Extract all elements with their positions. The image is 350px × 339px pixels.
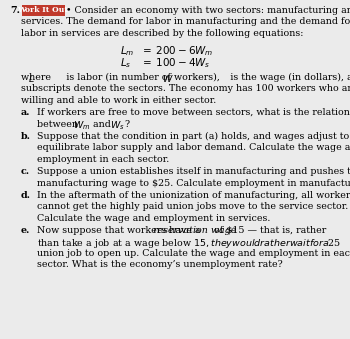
Text: labor in services are described by the following equations:: labor in services are described by the f…: [21, 29, 303, 38]
Text: between: between: [37, 120, 81, 129]
Text: 7.: 7.: [10, 6, 20, 15]
Text: union job to open up. Calculate the wage and employment in each: union job to open up. Calculate the wage…: [37, 248, 350, 258]
Text: If workers are free to move between sectors, what is the relationship: If workers are free to move between sect…: [37, 108, 350, 117]
FancyBboxPatch shape: [21, 4, 64, 16]
Text: a.: a.: [21, 108, 30, 117]
Text: b.: b.: [21, 132, 31, 141]
Text: d.: d.: [21, 191, 31, 200]
Text: subscripts denote the sectors. The economy has 100 workers who are: subscripts denote the sectors. The econo…: [21, 84, 350, 93]
Text: ?: ?: [124, 120, 129, 129]
Text: employment in each sector.: employment in each sector.: [37, 155, 169, 164]
Text: e.: e.: [21, 226, 30, 235]
Text: than take a job at a wage below $15, they would rather wait for a $25: than take a job at a wage below $15, the…: [37, 237, 341, 250]
Text: In the aftermath of the unionization of manufacturing, all workers who: In the aftermath of the unionization of …: [37, 191, 350, 200]
Text: sector. What is the economy’s unemployment rate?: sector. What is the economy’s unemployme…: [37, 260, 283, 269]
Text: willing and able to work in either sector.: willing and able to work in either secto…: [21, 96, 216, 105]
Text: $= \;200 - 6W_m$: $= \;200 - 6W_m$: [140, 44, 214, 58]
Text: Suppose that the condition in part (a) holds, and wages adjust to: Suppose that the condition in part (a) h…: [37, 132, 349, 141]
Text: $W_m$: $W_m$: [73, 120, 90, 132]
Text: where       is labor (in number of workers),     is the wage (in dollars), and t: where is labor (in number of workers), i…: [21, 73, 350, 82]
Text: $L$: $L$: [28, 73, 35, 84]
Text: Suppose a union establishes itself in manufacturing and pushes the: Suppose a union establishes itself in ma…: [37, 167, 350, 176]
Text: Work It Out: Work It Out: [18, 5, 69, 14]
Text: of $15 — that is, rather: of $15 — that is, rather: [211, 226, 326, 235]
Text: $L_m$: $L_m$: [120, 44, 134, 58]
Text: equilibrate labor supply and labor demand. Calculate the wage and: equilibrate labor supply and labor deman…: [37, 143, 350, 153]
Text: Now suppose that workers have a: Now suppose that workers have a: [37, 226, 203, 235]
Text: $W$: $W$: [162, 73, 174, 84]
Text: manufacturing wage to $25. Calculate employment in manufacturing.: manufacturing wage to $25. Calculate emp…: [37, 179, 350, 187]
Text: cannot get the highly paid union jobs move to the service sector.: cannot get the highly paid union jobs mo…: [37, 202, 348, 211]
Text: $= \;100 - 4W_s$: $= \;100 - 4W_s$: [140, 57, 211, 71]
Text: services. The demand for labor in manufacturing and the demand for: services. The demand for labor in manufa…: [21, 18, 350, 26]
Text: and: and: [90, 120, 114, 129]
Text: reservation wage: reservation wage: [153, 226, 236, 235]
Text: • Consider an economy with two sectors: manufacturing and: • Consider an economy with two sectors: …: [66, 6, 350, 15]
Text: $L_s$: $L_s$: [120, 57, 131, 71]
Text: c.: c.: [21, 167, 30, 176]
Text: $W_s$: $W_s$: [110, 120, 125, 132]
Text: Calculate the wage and employment in services.: Calculate the wage and employment in ser…: [37, 214, 270, 223]
